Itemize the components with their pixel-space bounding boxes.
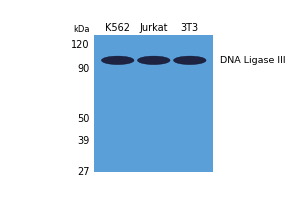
Ellipse shape [173, 56, 206, 65]
Text: 27: 27 [77, 167, 90, 177]
Text: 120: 120 [71, 40, 90, 50]
Ellipse shape [101, 56, 134, 65]
Text: 3T3: 3T3 [181, 23, 199, 33]
Text: 90: 90 [78, 64, 90, 74]
Text: Jurkat: Jurkat [140, 23, 168, 33]
Ellipse shape [137, 56, 170, 65]
FancyBboxPatch shape [94, 35, 213, 172]
Text: K562: K562 [105, 23, 130, 33]
Text: kDa: kDa [73, 25, 90, 34]
Text: DNA Ligase III: DNA Ligase III [220, 56, 286, 65]
Text: 50: 50 [77, 114, 90, 124]
Text: 39: 39 [78, 136, 90, 146]
